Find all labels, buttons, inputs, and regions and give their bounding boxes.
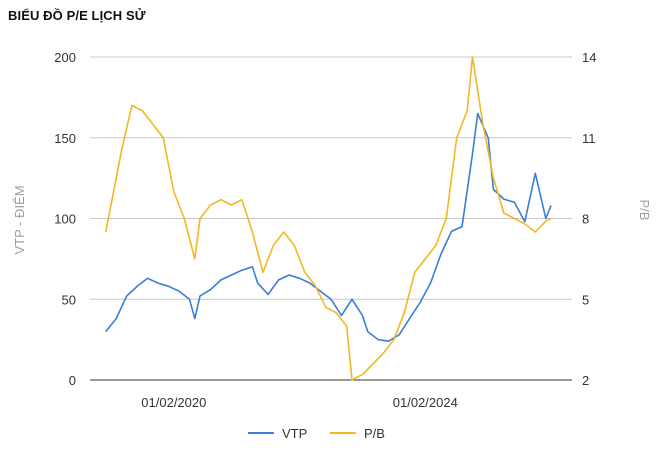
series-line-p-b <box>104 56 552 381</box>
series-layer <box>104 56 552 381</box>
left-tick-label: 150 <box>54 131 76 146</box>
legend: VTP P/B <box>248 426 385 441</box>
right-y-axis: 2 5 8 11 14 <box>582 50 596 388</box>
right-axis-title: P/B <box>637 200 652 221</box>
left-axis-title: VTP - ĐIỂM <box>12 185 27 254</box>
series-line-vtp <box>105 112 552 343</box>
x-tick-label: 01/02/2020 <box>141 395 206 410</box>
right-tick-label: 2 <box>582 373 589 388</box>
right-tick-label: 8 <box>582 212 589 227</box>
legend-label: VTP <box>282 426 307 441</box>
left-y-axis: 0 50 100 150 200 <box>54 50 76 388</box>
right-tick-label: 14 <box>582 50 596 65</box>
x-tick-label: 01/02/2024 <box>393 395 458 410</box>
left-tick-label: 200 <box>54 50 76 65</box>
left-tick-label: 50 <box>62 292 76 307</box>
left-tick-label: 0 <box>69 373 76 388</box>
grid-lines <box>90 56 572 381</box>
legend-label: P/B <box>364 426 385 441</box>
x-axis: 01/02/2020 01/02/2024 <box>141 395 458 410</box>
chart-title: BIỂU ĐỒ P/E LỊCH SỬ <box>8 8 146 23</box>
right-tick-label: 11 <box>582 131 596 146</box>
right-tick-label: 5 <box>582 292 589 307</box>
left-tick-label: 100 <box>54 212 76 227</box>
